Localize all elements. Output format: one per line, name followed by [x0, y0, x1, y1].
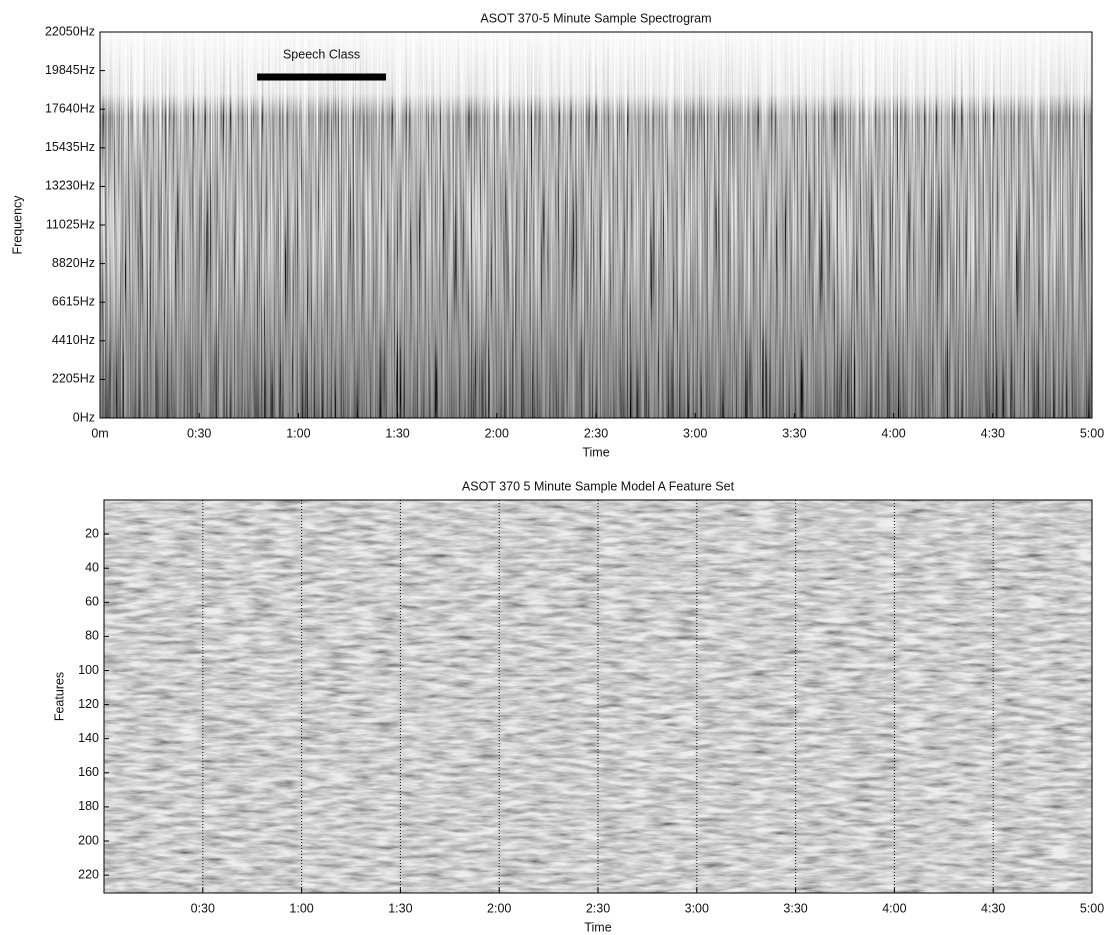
chart-title: ASOT 370-5 Minute Sample Spectrogram: [480, 11, 711, 25]
x-tick-label: 2:00: [485, 426, 509, 440]
x-tick-label: 5:00: [1080, 426, 1104, 440]
x-tick-label: 1:30: [385, 426, 409, 440]
y-tick-label: 60: [85, 595, 99, 609]
y-tick-label: 8820Hz: [52, 256, 95, 270]
y-tick-label: 180: [78, 799, 99, 813]
x-tick-label: 4:30: [981, 901, 1005, 915]
y-tick-label: 13230Hz: [45, 179, 95, 193]
y-tick-label: 40: [85, 560, 99, 574]
x-axis-label: Time: [582, 445, 609, 459]
y-tick-label: 15435Hz: [45, 140, 95, 154]
y-tick-label: 120: [78, 697, 99, 711]
chart: ASOT 370-5 Minute Sample Spectrogram Time…: [0, 0, 1109, 935]
x-tick-label: 1:00: [286, 426, 310, 440]
x-tick-label: 1:30: [388, 901, 412, 915]
x-tick-label: 4:00: [882, 901, 906, 915]
x-tick-label: 0:30: [191, 901, 215, 915]
y-tick-label: 17640Hz: [45, 101, 95, 115]
y-tick-label: 80: [85, 629, 99, 643]
x-tick-label: 3:00: [685, 901, 709, 915]
x-tick-label: 0m: [91, 426, 108, 440]
x-axis-label: Time: [584, 920, 611, 934]
y-tick-label: 19845Hz: [45, 63, 95, 77]
y-tick-label: 140: [78, 731, 99, 745]
y-axis-label: Features: [52, 672, 66, 721]
annotation-label: Speech Class: [283, 47, 360, 61]
y-axis-label: Frequency: [10, 195, 24, 255]
y-tick-label: 2205Hz: [52, 372, 95, 386]
chart-title: ASOT 370 5 Minute Sample Model A Feature…: [462, 479, 735, 493]
y-tick-label: 4410Hz: [52, 333, 95, 347]
spectrogram-shade: [100, 32, 1092, 418]
y-tick-label: 11025Hz: [46, 217, 95, 231]
x-tick-label: 5:00: [1080, 901, 1104, 915]
x-tick-label: 3:30: [783, 901, 807, 915]
y-tick-label: 20: [85, 526, 99, 540]
x-tick-label: 2:30: [584, 426, 608, 440]
y-tick-label: 220: [78, 867, 99, 881]
y-tick-label: 200: [78, 833, 99, 847]
x-tick-label: 0:30: [187, 426, 211, 440]
y-tick-label: 0Hz: [73, 410, 95, 424]
heatmap-image: [104, 500, 1092, 893]
x-tick-label: 3:00: [683, 426, 707, 440]
y-tick-label: 100: [78, 663, 99, 677]
x-tick-label: 1:00: [289, 901, 313, 915]
x-tick-label: 4:30: [981, 426, 1005, 440]
x-tick-label: 2:30: [586, 901, 610, 915]
y-tick-label: 6615Hz: [52, 294, 95, 308]
y-tick-label: 160: [78, 765, 99, 779]
x-tick-label: 3:30: [782, 426, 806, 440]
x-tick-label: 4:00: [881, 426, 905, 440]
y-tick-label: 22050Hz: [45, 24, 95, 38]
x-tick-label: 2:00: [487, 901, 511, 915]
